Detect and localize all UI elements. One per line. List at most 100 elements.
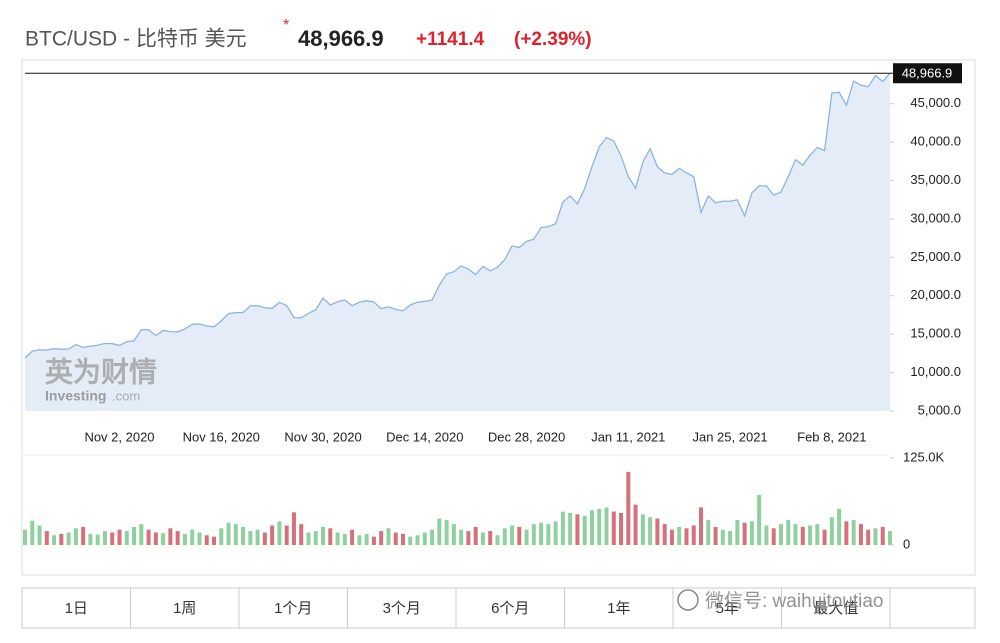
volume-bar	[400, 533, 405, 545]
volume-bar	[52, 535, 57, 545]
area	[25, 73, 890, 412]
volume-bar	[364, 533, 369, 545]
range-button-label: 最大值	[813, 600, 858, 617]
frame	[21, 59, 976, 576]
volume-bar	[851, 519, 856, 545]
volume-bar	[764, 525, 769, 545]
volume-bar	[161, 533, 166, 545]
volume-bar	[451, 524, 456, 545]
x-tick-label: Nov 2, 2020	[84, 429, 154, 444]
range-button[interactable]	[672, 587, 782, 629]
y-tick-label: 5,000.0	[918, 402, 961, 417]
range-button	[889, 587, 976, 629]
volume-bar	[560, 511, 565, 545]
volume-bar	[313, 531, 318, 545]
x-tick-label: Jan 25, 2021	[692, 429, 767, 444]
volume-bar	[873, 528, 878, 545]
volume-bar	[255, 529, 260, 545]
volume-bar	[575, 514, 580, 545]
volume-bar	[888, 531, 892, 545]
y-tick-label: 30,000.0	[910, 210, 961, 225]
volume-bar	[219, 528, 224, 545]
volume-bar	[88, 533, 93, 545]
range-button-label: 3个月	[383, 600, 421, 617]
volume-bar	[524, 529, 529, 545]
volume-bar	[510, 525, 515, 545]
wechat-icon	[677, 589, 699, 611]
price: 48,966.9	[298, 26, 384, 51]
x-tick-label: Nov 30, 2020	[284, 429, 361, 444]
volume-bar	[662, 524, 667, 545]
volume-bar	[633, 504, 638, 545]
x-tick-label: Nov 16, 2020	[183, 429, 260, 444]
range-button[interactable]	[455, 587, 565, 629]
volume-bar	[531, 524, 536, 545]
volume-bar	[357, 535, 362, 545]
volume-bar	[102, 531, 107, 545]
volume-bar	[211, 536, 216, 545]
range-buttons: 1日 1周 1个月 3个月 6个月 1年 5年 最大值	[21, 587, 976, 629]
volume-bar	[66, 532, 71, 545]
volume-bar	[706, 519, 711, 545]
range-button-label: 1周	[173, 600, 196, 617]
volume-bar	[110, 532, 115, 545]
volume-bar	[619, 512, 624, 545]
x-tick-label: Dec 14, 2020	[386, 429, 463, 444]
volume-bar	[371, 536, 376, 545]
volume-bar	[168, 528, 173, 545]
volume-bar	[422, 532, 427, 545]
volume-bar	[291, 512, 296, 545]
volume-bar	[553, 521, 558, 545]
change: +1141.4	[416, 29, 485, 50]
volume-bar	[37, 525, 42, 545]
volume-bar	[190, 529, 195, 545]
volume-bar	[139, 524, 144, 545]
volume-bar	[132, 526, 137, 545]
symbol: BTC/USD - 比特币 美元	[25, 28, 247, 51]
volume-bar	[480, 532, 485, 545]
volume-bar	[459, 529, 464, 545]
volume-bar	[277, 521, 282, 545]
volume-bar	[604, 507, 609, 545]
volume-bar	[626, 471, 631, 545]
volume-bar	[749, 521, 754, 545]
volume-bar	[437, 518, 442, 545]
range-button[interactable]	[21, 587, 131, 629]
live-icon: *	[283, 17, 289, 34]
last-price-label: 48,966.9	[902, 66, 953, 81]
watermark-cn: 英为财情	[45, 356, 157, 387]
volume-bar	[771, 528, 776, 545]
volume-bar	[233, 524, 238, 545]
watermark-en: Investing	[45, 388, 106, 404]
volume-bar	[59, 533, 64, 545]
volume-bar	[502, 528, 507, 545]
volume-bar	[124, 531, 129, 545]
last-price-box	[893, 63, 962, 84]
volume-bar	[669, 529, 674, 545]
volume-bar	[713, 526, 718, 545]
volume-bar	[684, 528, 689, 545]
change-pct: (+2.39%)	[514, 29, 592, 50]
wechat-watermark: 微信号: waihuitoutiao	[705, 590, 883, 612]
y-tick-label: 0	[903, 536, 910, 551]
volume-bar	[393, 532, 398, 545]
volume-bar	[858, 524, 863, 545]
volume-bar	[342, 533, 347, 545]
volume-bar	[321, 526, 326, 545]
range-button[interactable]	[564, 587, 674, 629]
volume-bar	[495, 535, 500, 545]
volume-bar	[386, 528, 391, 545]
range-button-label: 5年	[716, 600, 739, 617]
volume-bar	[800, 526, 805, 545]
range-button[interactable]	[347, 587, 457, 629]
volume-bar	[539, 522, 544, 545]
range-button[interactable]	[238, 587, 348, 629]
volume-bar	[677, 526, 682, 545]
volume-bar	[430, 529, 435, 545]
volume-bar	[379, 531, 384, 545]
volume-bar	[248, 531, 253, 545]
volume-bar	[299, 524, 304, 545]
volume-bar	[880, 526, 885, 545]
y-tick-label: 20,000.0	[910, 287, 961, 302]
volume-bar	[837, 508, 842, 545]
